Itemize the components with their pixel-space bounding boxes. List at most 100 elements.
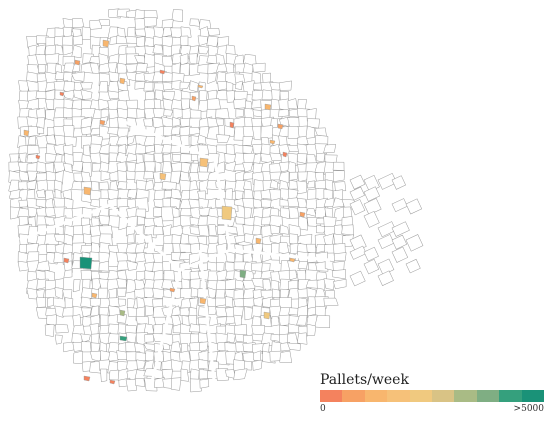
city-block bbox=[98, 260, 110, 272]
city-block bbox=[100, 170, 111, 182]
city-block bbox=[198, 224, 210, 237]
highlighted-block bbox=[199, 297, 207, 305]
city-block bbox=[125, 152, 138, 162]
city-block bbox=[27, 145, 40, 155]
city-block bbox=[243, 360, 253, 371]
city-block bbox=[391, 175, 406, 190]
city-block bbox=[297, 153, 308, 164]
city-block bbox=[180, 98, 191, 110]
city-block bbox=[199, 341, 209, 353]
city-block bbox=[71, 44, 82, 59]
city-block bbox=[63, 163, 73, 174]
city-block bbox=[391, 246, 409, 263]
city-block bbox=[215, 108, 230, 120]
city-block bbox=[109, 369, 119, 381]
city-block bbox=[126, 135, 135, 146]
city-block bbox=[216, 134, 231, 144]
highlighted-block bbox=[102, 39, 110, 48]
city-block bbox=[73, 350, 84, 364]
city-block bbox=[197, 35, 208, 46]
city-block bbox=[72, 35, 84, 46]
city-block bbox=[242, 198, 255, 209]
city-block bbox=[152, 226, 164, 236]
city-block bbox=[323, 278, 335, 290]
city-block bbox=[297, 125, 308, 139]
city-block bbox=[162, 55, 174, 67]
city-block bbox=[134, 9, 146, 21]
city-block bbox=[117, 298, 126, 307]
city-block bbox=[125, 379, 138, 392]
city-block bbox=[170, 126, 181, 135]
city-block bbox=[135, 208, 147, 218]
city-block bbox=[54, 305, 65, 318]
city-block bbox=[36, 189, 46, 198]
city-block bbox=[179, 53, 189, 66]
city-block bbox=[116, 278, 127, 289]
city-block bbox=[135, 351, 147, 362]
city-block bbox=[216, 269, 229, 281]
city-block bbox=[270, 316, 280, 327]
city-block bbox=[44, 324, 55, 337]
city-block bbox=[80, 269, 92, 281]
city-block bbox=[405, 234, 424, 252]
legend-swatch-2 bbox=[364, 390, 388, 402]
legend-swatch-3 bbox=[387, 390, 410, 402]
highlighted-block bbox=[83, 375, 91, 382]
city-block bbox=[197, 134, 207, 145]
city-block bbox=[71, 71, 85, 82]
city-block bbox=[36, 73, 47, 82]
city-block bbox=[54, 71, 66, 80]
city-block bbox=[198, 45, 210, 55]
city-block bbox=[349, 174, 366, 190]
legend-swatch-1 bbox=[342, 390, 365, 402]
city-block bbox=[297, 261, 308, 270]
city-block bbox=[391, 198, 408, 213]
highlighted-block bbox=[119, 77, 126, 85]
city-block bbox=[269, 179, 279, 189]
city-block bbox=[145, 90, 156, 101]
city-block bbox=[27, 206, 38, 217]
city-block bbox=[391, 221, 410, 237]
city-block bbox=[91, 217, 100, 228]
city-block bbox=[144, 333, 154, 343]
highlighted-block bbox=[35, 154, 41, 160]
city-block bbox=[334, 181, 347, 192]
city-block bbox=[127, 188, 138, 200]
road bbox=[229, 248, 331, 262]
city-block bbox=[296, 332, 308, 345]
city-block bbox=[80, 307, 92, 318]
city-block bbox=[180, 233, 190, 246]
highlighted-block bbox=[74, 59, 81, 66]
city-block bbox=[235, 279, 244, 290]
city-block bbox=[405, 258, 421, 274]
highlighted-block bbox=[289, 257, 296, 263]
highlighted-block bbox=[299, 211, 306, 218]
city-block bbox=[279, 350, 293, 363]
city-block bbox=[143, 17, 158, 27]
city-block bbox=[62, 89, 76, 100]
city-block bbox=[26, 179, 37, 190]
city-block bbox=[287, 342, 301, 351]
city-block bbox=[189, 188, 200, 200]
legend-swatch-6 bbox=[454, 390, 477, 402]
highlighted-block bbox=[191, 95, 197, 102]
city-block bbox=[152, 207, 163, 218]
legend-swatch-4 bbox=[409, 390, 433, 402]
city-block bbox=[363, 197, 382, 216]
city-block bbox=[316, 224, 327, 234]
city-block bbox=[279, 278, 291, 292]
city-block bbox=[332, 197, 345, 208]
city-block bbox=[72, 18, 85, 28]
city-block bbox=[63, 269, 73, 279]
legend-swatch-7 bbox=[476, 390, 500, 402]
city-block bbox=[170, 188, 183, 199]
city-block bbox=[225, 251, 236, 263]
city-block bbox=[242, 136, 254, 146]
city-block bbox=[296, 180, 307, 195]
city-block bbox=[199, 378, 210, 389]
city-block bbox=[143, 10, 158, 20]
city-block bbox=[189, 80, 199, 93]
city-block bbox=[27, 135, 37, 146]
city-block bbox=[54, 287, 64, 300]
highlighted-block bbox=[264, 103, 272, 111]
